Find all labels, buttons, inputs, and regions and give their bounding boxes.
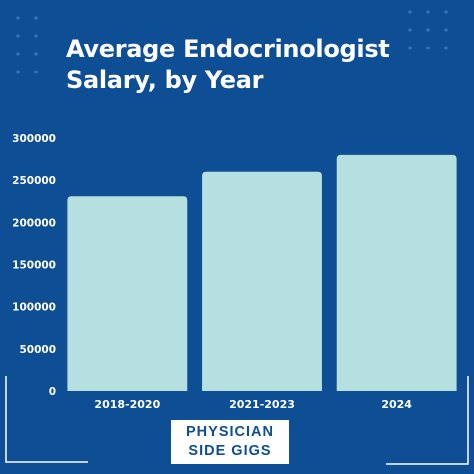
- y-tick-label: 100000: [12, 302, 56, 314]
- decor-dot: [444, 28, 448, 32]
- decor-dot: [444, 10, 448, 14]
- bars: [67, 154, 457, 391]
- decor-dot: [16, 70, 20, 74]
- decor-dot: [16, 52, 20, 56]
- decor-dot: [408, 28, 412, 32]
- x-axis: 2018-2020 2021-2023 2024: [94, 398, 412, 411]
- decor-dot: [426, 28, 430, 32]
- decor-dot: [34, 16, 38, 20]
- x-tick-label: 2021-2023: [229, 398, 295, 411]
- y-tick-label: 250000: [12, 175, 56, 187]
- y-tick-label: 300000: [12, 133, 56, 145]
- bar: [202, 171, 322, 391]
- x-tick-label: 2024: [381, 398, 412, 411]
- brand-line-1: PHYSICIAN: [186, 424, 274, 440]
- corner-line: [386, 376, 469, 465]
- y-tick-label: 0: [49, 386, 56, 398]
- decor-dot: [426, 46, 430, 50]
- decor-dot: [408, 46, 412, 50]
- decor-dot: [16, 34, 20, 38]
- x-tick-label: 2018-2020: [94, 398, 160, 411]
- bar: [336, 154, 457, 391]
- decor-dot: [34, 34, 38, 38]
- bar: [67, 196, 188, 391]
- decor-dot: [16, 16, 20, 20]
- y-axis: 0 50000 100000 150000 200000 250000 300000: [12, 133, 56, 398]
- decor-dot: [426, 10, 430, 14]
- brand-line-2: SIDE GIGS: [188, 443, 272, 459]
- y-tick-label: 50000: [19, 344, 56, 356]
- decor-dot: [34, 70, 38, 74]
- y-tick-label: 150000: [12, 260, 56, 272]
- decor-dot: [408, 10, 412, 14]
- decor-dot: [34, 52, 38, 56]
- corner-line: [5, 376, 88, 463]
- chart-title: Average Endocrinologist Salary, by Year: [66, 35, 390, 94]
- brand-logo: PHYSICIAN SIDE GIGS: [171, 420, 289, 464]
- decor-dot: [444, 46, 448, 50]
- y-tick-label: 200000: [12, 217, 56, 229]
- decorative-pattern: [5, 10, 469, 465]
